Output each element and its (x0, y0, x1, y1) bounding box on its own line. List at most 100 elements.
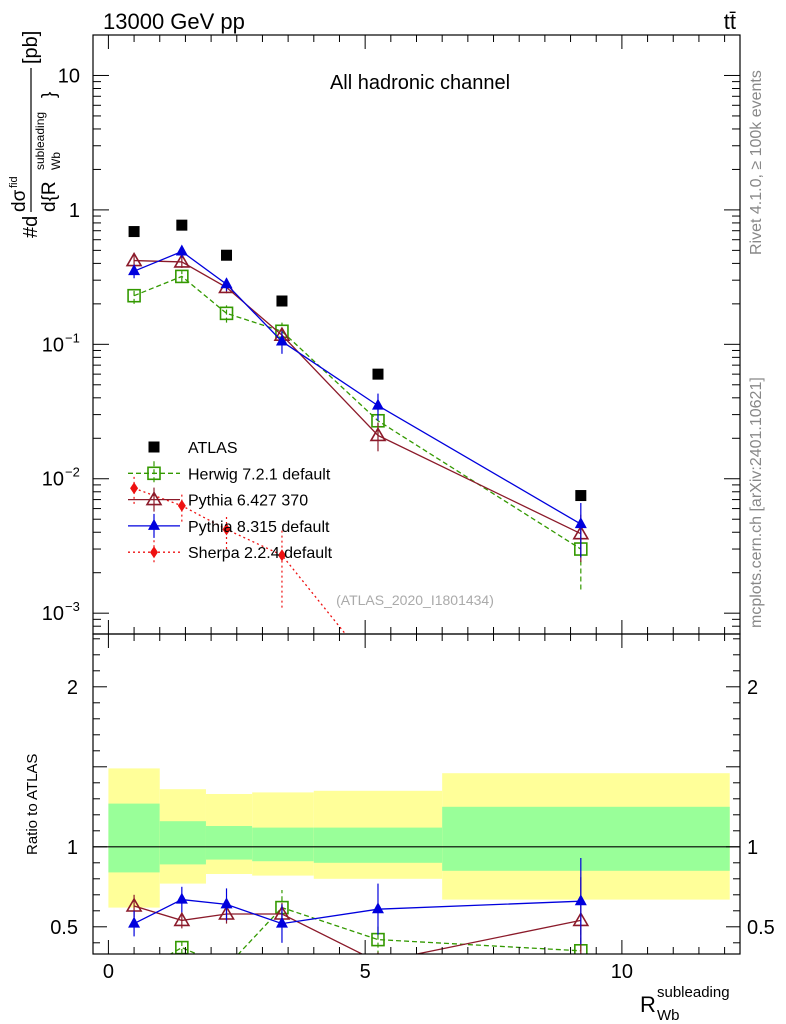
main-point-herwig (175, 269, 189, 284)
main-point-pythia8 (371, 398, 384, 410)
ratio-y-tick-label-right: 1 (747, 837, 758, 859)
main-series-pythia8 (128, 244, 587, 558)
process-label: tt̄ (724, 9, 736, 34)
panel-title: All hadronic channel (330, 72, 510, 94)
ratio-point-pythia8 (220, 897, 233, 909)
ratio-point-herwig (128, 969, 140, 981)
legend-item-sherpa: Sherpa 2.2.4 default (128, 540, 333, 565)
main-series-sherpa (130, 475, 585, 680)
ratio-y-tick-label-right: 0.5 (747, 917, 775, 939)
x-tick-label: 10 (611, 961, 633, 983)
legend-item-atlas: ATLAS (148, 440, 238, 457)
main-point-atlas (221, 249, 233, 261)
main-panel-frame (92, 34, 741, 635)
main-point-atlas (176, 219, 188, 231)
main-point-sherpa (577, 668, 585, 680)
main-point-atlas (276, 295, 288, 307)
band-inner (252, 827, 314, 862)
ratio-point-pythia8 (275, 916, 288, 928)
ratio-series-sherpa (130, 999, 585, 1013)
band-inner (442, 806, 730, 871)
main-y-tick-label-exponent: −2 (65, 465, 80, 480)
main-y-tick-label: 10 (42, 334, 64, 356)
legend-item-pythia6: Pythia 6.427 370 (128, 487, 308, 512)
ratio-point-herwig (221, 961, 233, 973)
energy-label: 13000 GeV pp (103, 9, 245, 34)
main-point-sherpa (177, 499, 186, 512)
ratio-y-tick-label-right: 2 (747, 677, 758, 699)
main-y-axis-title: #d dσ fid d{R Wb subleading } [pb] (8, 31, 63, 238)
ratio-point-sherpa (374, 1000, 382, 1012)
ratio-line-sherpa (134, 1005, 581, 1007)
main-point-sherpa (130, 482, 139, 495)
x-tick-label: 5 (360, 961, 371, 983)
main-y-tick-label-exponent: −1 (65, 330, 80, 345)
main-y-tick-label: 10 (58, 65, 80, 87)
legend: ATLAS Herwig 7.2.1 default Pythia 6.427 37… (128, 440, 333, 565)
x-title-sub: Wb (657, 1007, 680, 1024)
mcplots-label: mcplots.cern.ch [arXiv:2401.10621] (748, 377, 765, 628)
ratio-point-pythia8 (175, 892, 188, 904)
y-title-denominator-sup: subleading (33, 112, 47, 170)
main-point-atlas (128, 226, 140, 238)
main-point-sherpa (222, 523, 231, 536)
y-title-denominator: d{R (39, 181, 60, 212)
main-point-pythia8 (275, 334, 288, 346)
x-title-sup: subleading (657, 984, 730, 1001)
y-title-numerator-sup: fid (8, 176, 20, 188)
legend-item-pythia8: Pythia 8.315 default (128, 513, 330, 538)
main-series-atlas (128, 219, 587, 502)
legend-marker-herwig (147, 466, 161, 481)
band-inner (159, 821, 206, 865)
main-point-pythia8 (175, 244, 188, 256)
ratio-point-sherpa (577, 1000, 585, 1012)
ratio-point-sherpa (130, 999, 138, 1011)
ratio-y-tick-label-left: 1 (67, 837, 78, 859)
main-point-pythia6 (369, 426, 387, 442)
main-line-herwig (133, 275, 582, 550)
ratio-line-herwig (169, 906, 581, 954)
band-inner (108, 803, 160, 873)
main-series-herwig (127, 269, 588, 590)
y-title-unit: [pb] (20, 31, 42, 64)
y-title-numerator: dσ (9, 189, 30, 212)
ratio-point-sherpa (223, 999, 231, 1011)
x-axis-title: R subleading Wb (640, 984, 730, 1024)
rivet-label: Rivet 4.1.0, ≥ 100k events (748, 70, 765, 255)
main-point-pythia8 (128, 264, 141, 276)
main-line-sherpa (133, 487, 347, 634)
main-point-herwig (127, 288, 141, 303)
main-line-pythia6 (134, 259, 582, 535)
legend-label-pythia8: Pythia 8.315 default (188, 519, 330, 536)
legend-marker-atlas (148, 441, 160, 453)
main-y-tick-label: 1 (69, 200, 80, 222)
main-point-sherpa (374, 668, 382, 680)
analysis-tag: (ATLAS_2020_I1801434) (336, 592, 494, 608)
x-title-base: R (640, 992, 656, 1017)
legend-marker-sherpa (150, 546, 158, 559)
ratio-point-sherpa (278, 999, 286, 1011)
legend-label-pythia6: Pythia 6.427 370 (188, 493, 308, 510)
main-point-pythia6 (173, 253, 191, 268)
y-title-prefix: #d (20, 216, 42, 238)
main-y-tick-label: 10 (42, 603, 64, 625)
band-inner (205, 826, 253, 860)
ratio-y-axis-title: Ratio to ATLAS (24, 754, 41, 855)
y-title-denominator-sub: Wb (49, 152, 63, 170)
main-point-atlas (575, 490, 587, 502)
ratio-point-pythia6 (377, 953, 379, 954)
main-point-atlas (372, 368, 384, 380)
main-point-pythia8 (220, 277, 233, 289)
main-point-pythia8 (574, 517, 587, 529)
ratio-y-tick-label-left: 0.5 (50, 917, 78, 939)
legend-marker-pythia6 (145, 491, 163, 506)
legend-item-herwig: Herwig 7.2.1 default (128, 461, 331, 486)
ratio-panel: 0.5 0.5 1 1 2 2 0 5 10 (50, 633, 775, 1013)
ratio-point-pythia6 (173, 911, 191, 927)
legend-label-atlas: ATLAS (188, 440, 238, 457)
main-y-tick-label-exponent: −3 (65, 599, 80, 614)
ratio-point-sherpa (178, 1000, 186, 1012)
main-point-sherpa (277, 549, 286, 562)
main-y-tick-label: 10 (42, 469, 64, 491)
